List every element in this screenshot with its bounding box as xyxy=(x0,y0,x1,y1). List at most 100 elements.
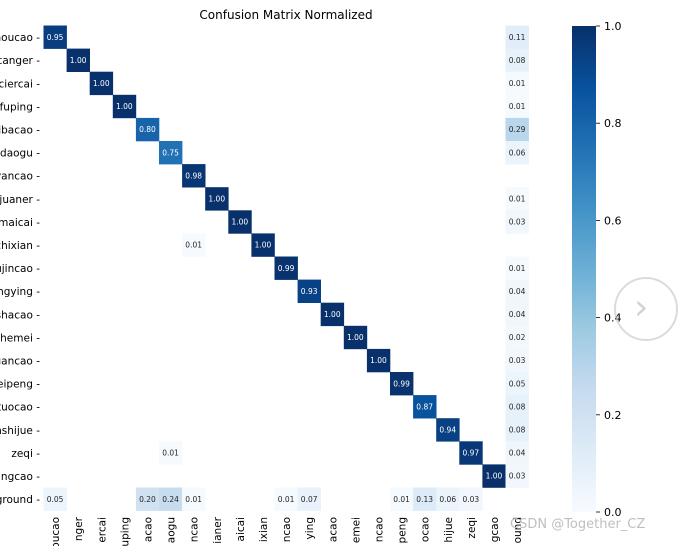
column-tick-label: acao xyxy=(327,517,339,542)
heatmap-cell xyxy=(505,395,529,419)
heatmap-cell xyxy=(297,279,321,303)
cell-value-label: 1.00 xyxy=(255,241,272,250)
colorbar-ticks: 0.00.20.40.60.81.0 xyxy=(596,20,622,519)
heatmap-cell xyxy=(182,233,206,257)
cell-value-label: 1.00 xyxy=(347,333,364,342)
row-tick-label: nshijue - xyxy=(0,425,40,437)
cell-value-label: 0.01 xyxy=(393,495,410,504)
heatmap-cell xyxy=(413,487,437,511)
column-tick-label: aogu xyxy=(166,517,178,543)
heatmap-cell xyxy=(505,325,529,350)
row-tick-label: chixian - xyxy=(0,240,40,252)
watermark: CSDN @Together_CZ xyxy=(510,517,646,532)
cell-value-label: 1.00 xyxy=(70,56,87,65)
heatmap-cell xyxy=(505,279,529,303)
column-tick-label: gcao xyxy=(489,517,501,542)
heatmap-cell xyxy=(505,210,529,234)
row-tick-label: ibacao - xyxy=(0,124,40,136)
row-tick-label: ujincao - xyxy=(0,263,40,275)
row-tick-label: uancao - xyxy=(0,355,40,367)
cell-value-label: 0.04 xyxy=(509,310,526,319)
cell-value-label: 0.03 xyxy=(462,495,479,504)
heatmap-cell xyxy=(343,325,368,350)
cell-value-label: 1.00 xyxy=(370,356,387,365)
cell-value-label: 0.01 xyxy=(278,495,295,504)
cell-value-label: 0.93 xyxy=(301,287,318,296)
cell-value-label: 0.05 xyxy=(509,379,526,388)
heatmap-cell xyxy=(505,256,529,280)
heatmap-cell xyxy=(390,372,414,396)
cell-value-label: 0.11 xyxy=(509,33,526,42)
row-tick-label: adaogu - xyxy=(0,148,40,160)
heatmap-cell xyxy=(413,395,437,419)
column-tick-label: ying xyxy=(304,517,316,539)
cell-value-label: 0.04 xyxy=(509,287,526,296)
column-tick-label: nger xyxy=(73,516,85,541)
chart-title: Confusion Matrix Normalized xyxy=(199,8,372,22)
cell-value-label: 0.01 xyxy=(162,449,179,458)
colorbar xyxy=(572,26,596,512)
column-tick-label: zeqi xyxy=(466,517,478,539)
chevron-right-icon[interactable]: › xyxy=(614,277,678,341)
heatmap-cell xyxy=(505,141,529,165)
heatmap-cell xyxy=(505,71,529,96)
row-tick-label: shacao - xyxy=(0,309,40,321)
column-tick-label: ncao xyxy=(189,517,201,542)
heatmap-cell xyxy=(366,348,391,373)
cell-value-label: 0.03 xyxy=(509,472,526,481)
cell-value-label: 0.13 xyxy=(416,495,433,504)
heatmap-cell xyxy=(505,94,529,119)
heatmap-cell xyxy=(135,487,160,511)
heatmap-cell xyxy=(505,48,529,72)
heatmap-cell xyxy=(182,164,206,188)
column-tick-label: oucao xyxy=(50,517,62,546)
column-tick-label: ncao xyxy=(281,517,293,542)
cell-value-label: 0.99 xyxy=(278,264,295,273)
heatmap-cells: 0.95 0.11 1.00 0.08 1.00 0.01 1.00 0.01 0.80 0.29… xyxy=(43,25,529,511)
heatmap-cell xyxy=(43,25,67,49)
cell-value-label: 0.01 xyxy=(509,264,526,273)
heatmap-cell xyxy=(43,487,67,511)
cell-value-label: 1.00 xyxy=(93,79,110,88)
cell-value-label: 1.00 xyxy=(486,472,503,481)
cell-value-label: 0.03 xyxy=(509,356,526,365)
heatmap-cell xyxy=(274,487,298,511)
cell-value-label: 0.08 xyxy=(509,425,526,434)
heatmap-cell xyxy=(436,487,460,511)
heatmap-cell xyxy=(390,487,414,511)
heatmap-cell xyxy=(205,187,229,211)
column-tick-label: ound xyxy=(512,517,524,543)
cell-value-label: 0.08 xyxy=(509,56,526,65)
column-tick-label: ncao xyxy=(373,517,385,542)
row-tick-label: shemei - xyxy=(0,332,40,344)
heatmap-cell xyxy=(505,117,529,142)
heatmap-cell xyxy=(505,187,529,211)
column-tick-label: uping xyxy=(119,517,131,546)
heatmap-cell xyxy=(159,441,183,465)
heatmap-cell xyxy=(228,210,252,234)
heatmap-cell xyxy=(505,25,529,49)
cell-value-label: 0.06 xyxy=(509,148,526,157)
colorbar-tick-label: 0.6 xyxy=(604,214,622,227)
cell-value-label: 0.94 xyxy=(439,425,456,434)
heatmap-cell xyxy=(66,48,90,72)
heatmap-cell xyxy=(436,418,460,442)
heatmap-cell xyxy=(182,487,206,511)
cell-value-label: 1.00 xyxy=(208,194,225,203)
cell-value-label: 1.00 xyxy=(116,102,133,111)
cell-value-label: 0.01 xyxy=(185,495,202,504)
column-tick-label: acao xyxy=(142,517,154,542)
cell-value-label: 0.03 xyxy=(509,218,526,227)
heatmap-cell xyxy=(505,302,529,327)
column-tick-label: peng xyxy=(397,517,409,543)
cell-value-label: 0.01 xyxy=(509,102,526,111)
column-tick-label: aicai xyxy=(235,517,247,541)
cell-value-label: 0.06 xyxy=(439,495,456,504)
row-tick-labels: houcao - canger - ciercai - fuping - ibacao … xyxy=(0,32,40,506)
heatmap-cell xyxy=(297,487,321,511)
heatmap-cell xyxy=(135,117,160,142)
row-tick-label: juaner - xyxy=(0,194,40,206)
column-tick-label: ercai xyxy=(96,517,108,543)
cell-value-label: 0.75 xyxy=(162,148,179,157)
